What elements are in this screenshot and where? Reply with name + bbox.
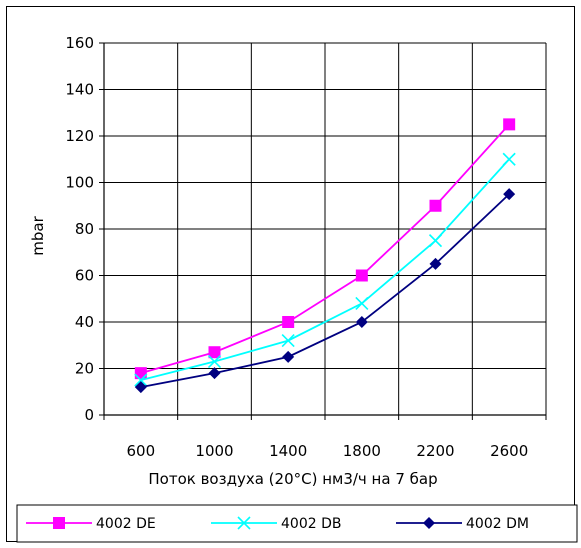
x-tick-label: 1800 bbox=[343, 442, 381, 460]
series-line-3 bbox=[140, 193, 510, 388]
data-point-series-1 bbox=[134, 367, 147, 380]
y-tick-label: 140 bbox=[65, 81, 94, 99]
data-point-series-2 bbox=[281, 334, 295, 348]
x-tick-label: 2600 bbox=[490, 442, 528, 460]
data-point-series-1 bbox=[208, 346, 221, 359]
data-point-series-3 bbox=[503, 188, 516, 201]
y-tick-label: 80 bbox=[75, 220, 94, 238]
y-tick-label: 20 bbox=[75, 360, 94, 378]
series-line-1 bbox=[140, 123, 510, 375]
data-point-series-1 bbox=[282, 316, 295, 328]
y-tick-label: 100 bbox=[65, 174, 94, 192]
data-point-series-1 bbox=[355, 269, 368, 282]
x-axis-label: Поток воздуха (20°C) нм3/ч на 7 бар bbox=[148, 470, 437, 488]
data-point-series-1 bbox=[429, 199, 442, 212]
legend-marker-2 bbox=[237, 516, 251, 530]
x-tick-label: 600 bbox=[127, 442, 156, 460]
x-tick-label: 1400 bbox=[269, 442, 307, 460]
data-point-series-3 bbox=[282, 350, 295, 363]
y-tick-label: 40 bbox=[75, 313, 94, 331]
y-tick-label: 0 bbox=[84, 406, 94, 424]
legend-marker-1 bbox=[53, 517, 65, 529]
series-line-2 bbox=[140, 158, 510, 381]
data-point-series-3 bbox=[134, 381, 147, 394]
data-point-series-2 bbox=[502, 152, 516, 166]
legend-box bbox=[16, 504, 578, 543]
y-tick-label: 120 bbox=[65, 127, 94, 145]
data-point-series-3 bbox=[355, 316, 368, 328]
y-tick-label: 60 bbox=[75, 267, 94, 285]
data-point-series-2 bbox=[207, 354, 222, 369]
y-tick-label: 160 bbox=[65, 34, 94, 52]
chart-frame bbox=[6, 6, 575, 542]
legend-label-2: 4002 DB bbox=[281, 516, 341, 532]
x-tick-label: 2200 bbox=[416, 442, 454, 460]
data-point-series-2 bbox=[428, 234, 443, 248]
data-point-series-2 bbox=[134, 373, 148, 387]
x-tick-label: 1000 bbox=[195, 442, 233, 460]
data-point-series-2 bbox=[355, 296, 369, 310]
legend-label-3: 4002 DM bbox=[466, 516, 529, 532]
legend-label-1: 4002 DE bbox=[96, 516, 156, 532]
data-point-series-3 bbox=[429, 257, 442, 270]
data-point-series-3 bbox=[208, 367, 221, 380]
legend-marker-3 bbox=[423, 517, 435, 529]
y-axis-label: mbar bbox=[29, 215, 47, 255]
data-point-series-1 bbox=[503, 118, 516, 131]
